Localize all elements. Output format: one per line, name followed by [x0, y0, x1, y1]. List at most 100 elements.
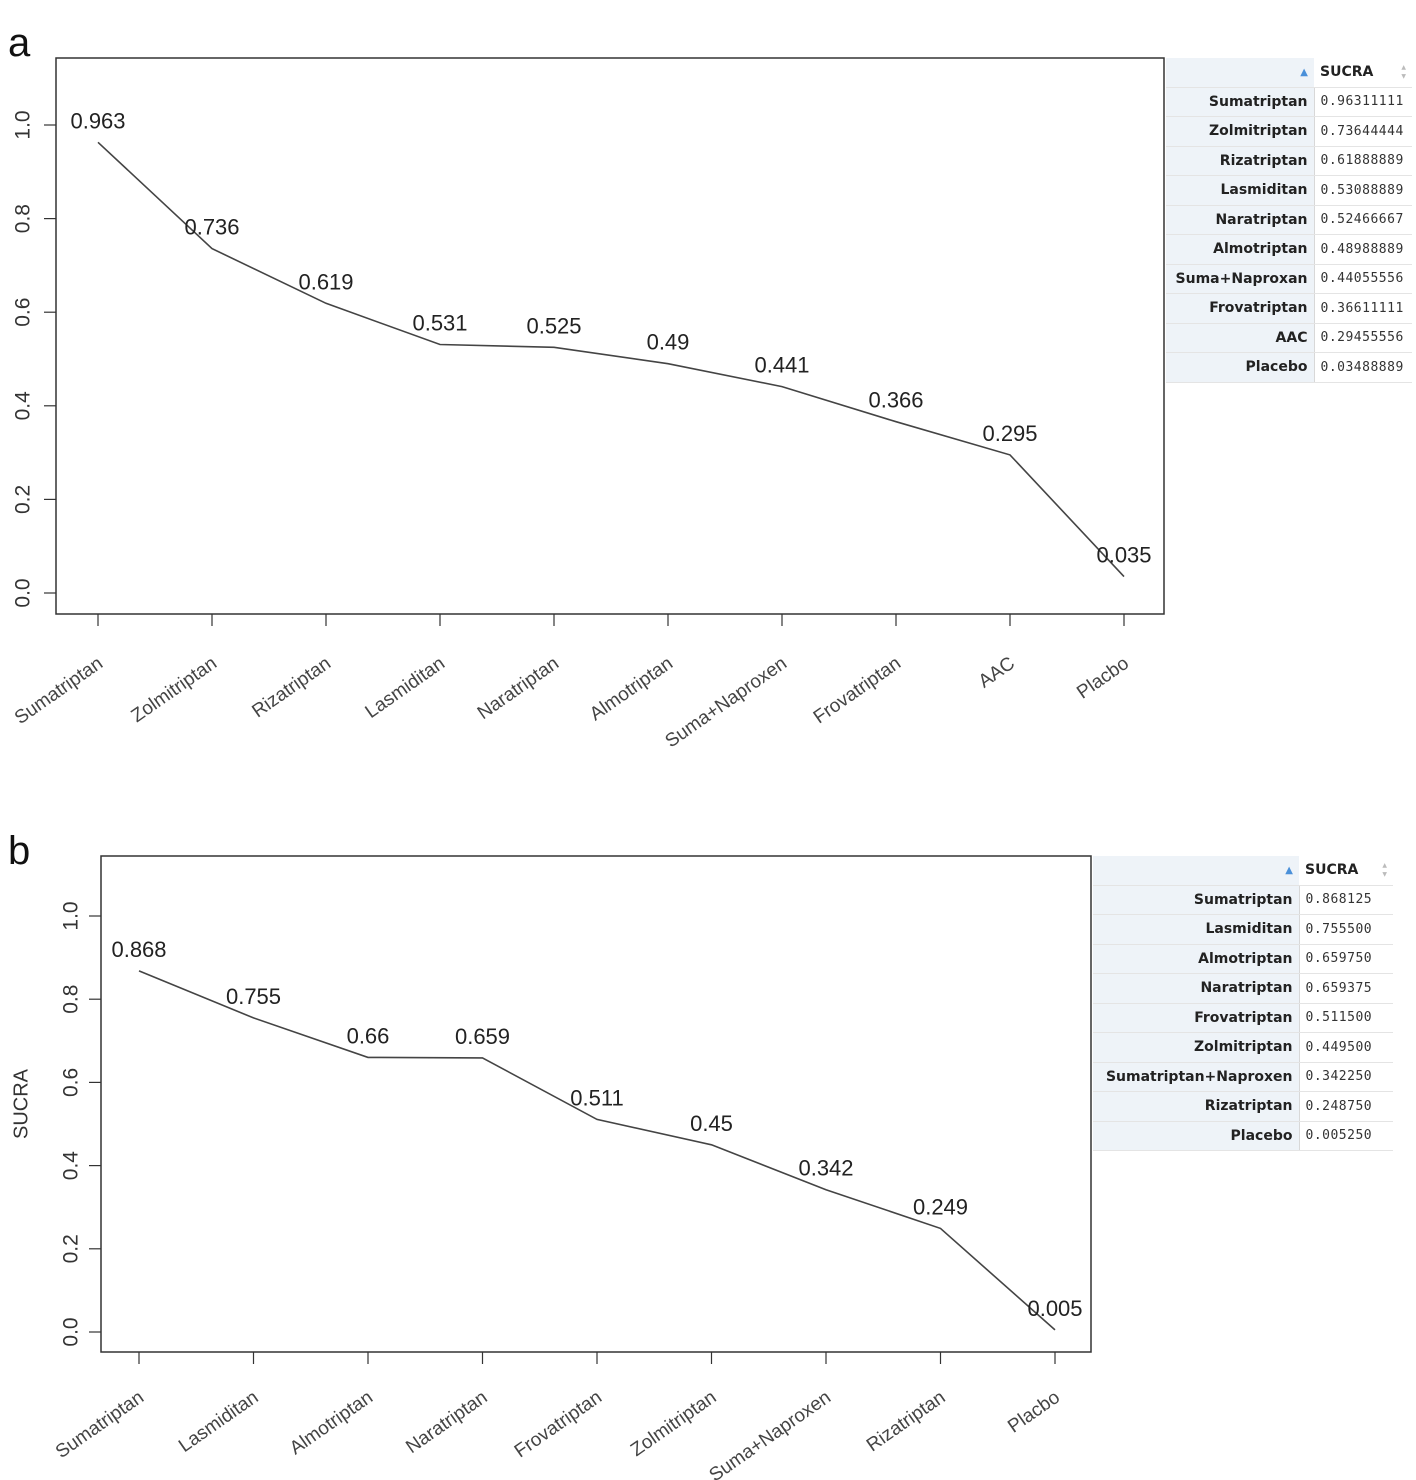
x-tick-label: Frovatriptan — [810, 653, 905, 728]
table-row: Frovatriptan 0.36611111 — [1166, 293, 1412, 324]
sucra-table-b: ▲ SUCRA ▲ ▼ Sumatriptan 0.868125 Lasmiditan 0.7… — [1093, 856, 1393, 1151]
x-tick-label: Zolmitriptan — [627, 1387, 720, 1461]
x-tick-label: Naratriptan — [474, 653, 563, 724]
data-label: 0.49 — [647, 330, 690, 355]
row-name: Naratriptan — [1093, 973, 1300, 1004]
table-row: Frovatriptan 0.511500 — [1093, 1003, 1393, 1033]
row-value: 0.03488889 — [1314, 352, 1412, 383]
x-tick-label: Sumatriptan — [11, 653, 107, 729]
table-row: Sumatriptan+Naproxen 0.342250 — [1093, 1062, 1393, 1092]
data-label: 0.531 — [412, 310, 467, 335]
data-label: 0.963 — [70, 108, 125, 133]
table-row: Lasmiditan 0.755500 — [1093, 914, 1393, 945]
row-name: Sumatriptan — [1166, 87, 1315, 117]
row-value: 0.73644444 — [1314, 116, 1412, 147]
table-row: Zolmitriptan 0.449500 — [1093, 1032, 1393, 1063]
row-value: 0.868125 — [1299, 885, 1393, 915]
row-name: Naratriptan — [1166, 205, 1315, 235]
table-row: Sumatriptan 0.868125 — [1093, 885, 1393, 915]
row-value: 0.248750 — [1299, 1091, 1393, 1122]
y-axis-title: SUCRA — [10, 1068, 32, 1139]
y-tick-label: 1.0 — [60, 901, 83, 930]
data-label: 0.005 — [1027, 1296, 1082, 1321]
sort-toggle-icon[interactable]: ▲ ▼ — [1382, 862, 1387, 878]
table-row: Rizatriptan 0.61888889 — [1166, 146, 1412, 176]
x-tick-label: Sumatriptan — [52, 1387, 148, 1463]
table-row: Almotriptan 0.659750 — [1093, 944, 1393, 974]
plot-frame-b — [100, 855, 1092, 1353]
row-name: Lasmiditan — [1093, 914, 1300, 945]
row-name: Almotriptan — [1093, 944, 1300, 974]
row-name: Lasmiditan — [1166, 175, 1315, 206]
column-header-sucra[interactable]: SUCRA ▲ ▼ — [1299, 856, 1393, 886]
y-tick-label: 0.2 — [12, 485, 35, 514]
data-label: 0.441 — [754, 353, 809, 378]
data-label: 0.45 — [690, 1111, 733, 1136]
x-tick-label: Lasmiditan — [362, 653, 449, 723]
row-name: Zolmitriptan — [1166, 116, 1315, 147]
row-value: 0.659375 — [1299, 973, 1393, 1004]
y-tick-label: 0.8 — [60, 985, 83, 1014]
row-value: 0.44055556 — [1314, 264, 1412, 294]
table-row: Lasmiditan 0.53088889 — [1166, 175, 1412, 206]
sucra-table-a: ▲ SUCRA ▲ ▼ Sumatriptan 0.96311111 Zolmitripta… — [1166, 58, 1412, 383]
data-label: 0.66 — [347, 1023, 390, 1048]
x-tick-label: Frovatriptan — [511, 1387, 606, 1462]
plot-frame-a — [55, 57, 1165, 615]
row-name: Frovatriptan — [1093, 1003, 1300, 1033]
y-tick-label: 0.4 — [60, 1151, 83, 1181]
row-name: Sumatriptan — [1093, 885, 1300, 915]
y-tick-label: 0.6 — [60, 1068, 83, 1097]
table-row: AAC 0.29455556 — [1166, 323, 1412, 353]
sort-up-icon[interactable]: ▲ — [1093, 856, 1299, 886]
data-label: 0.659 — [455, 1024, 510, 1049]
table-row: Placebo 0.03488889 — [1166, 352, 1412, 383]
x-tick-label: Rizatriptan — [248, 653, 334, 722]
column-header-sucra[interactable]: SUCRA ▲ ▼ — [1314, 58, 1412, 88]
x-tick-label: Suma+Naproxen — [706, 1387, 835, 1480]
row-value: 0.005250 — [1299, 1121, 1393, 1151]
x-tick-label: Placbo — [1004, 1387, 1064, 1438]
row-name: Rizatriptan — [1093, 1091, 1300, 1122]
row-value: 0.511500 — [1299, 1003, 1393, 1033]
data-label: 0.619 — [298, 269, 353, 294]
data-label: 0.249 — [913, 1194, 968, 1219]
y-tick-label: 0.0 — [12, 578, 35, 607]
column-header-label: SUCRA — [1305, 862, 1359, 879]
data-label: 0.035 — [1096, 543, 1151, 568]
row-value: 0.29455556 — [1314, 323, 1412, 353]
x-tick-label: Rizatriptan — [863, 1387, 949, 1456]
x-tick-label: Almotriptan — [286, 1387, 377, 1459]
row-name: Almotriptan — [1166, 234, 1315, 265]
table-header-row: ▲ SUCRA ▲ ▼ — [1093, 856, 1393, 886]
table-row: Naratriptan 0.659375 — [1093, 973, 1393, 1004]
y-tick-label: 0.8 — [12, 204, 35, 233]
row-value: 0.449500 — [1299, 1032, 1393, 1063]
row-value: 0.659750 — [1299, 944, 1393, 974]
row-value: 0.342250 — [1299, 1062, 1393, 1092]
x-tick-label: Suma+Naproxen — [662, 653, 791, 752]
row-value: 0.36611111 — [1314, 293, 1412, 324]
row-name: AAC — [1166, 323, 1315, 353]
y-tick-label: 0.0 — [60, 1317, 83, 1346]
row-name: Frovatriptan — [1166, 293, 1315, 324]
row-value: 0.61888889 — [1314, 146, 1412, 176]
row-name: Zolmitriptan — [1093, 1032, 1300, 1063]
data-label: 0.295 — [982, 421, 1037, 446]
data-label: 0.525 — [526, 313, 581, 338]
table-row: Suma+Naproxan 0.44055556 — [1166, 264, 1412, 294]
y-tick-label: 0.2 — [60, 1234, 83, 1263]
sort-up-icon[interactable]: ▲ — [1166, 58, 1314, 88]
series-line-b — [138, 970, 1056, 1331]
data-label: 0.736 — [184, 215, 239, 240]
table-row: Sumatriptan 0.96311111 — [1166, 87, 1412, 117]
table-row: Placebo 0.005250 — [1093, 1121, 1393, 1151]
x-tick-label: Lasmiditan — [175, 1387, 262, 1457]
data-label: 0.511 — [570, 1085, 623, 1110]
table-row: Zolmitriptan 0.73644444 — [1166, 116, 1412, 147]
y-tick-label: 1.0 — [12, 110, 35, 139]
data-label: 0.868 — [111, 937, 166, 962]
sort-toggle-icon[interactable]: ▲ ▼ — [1401, 64, 1406, 80]
row-value: 0.52466667 — [1314, 205, 1412, 235]
